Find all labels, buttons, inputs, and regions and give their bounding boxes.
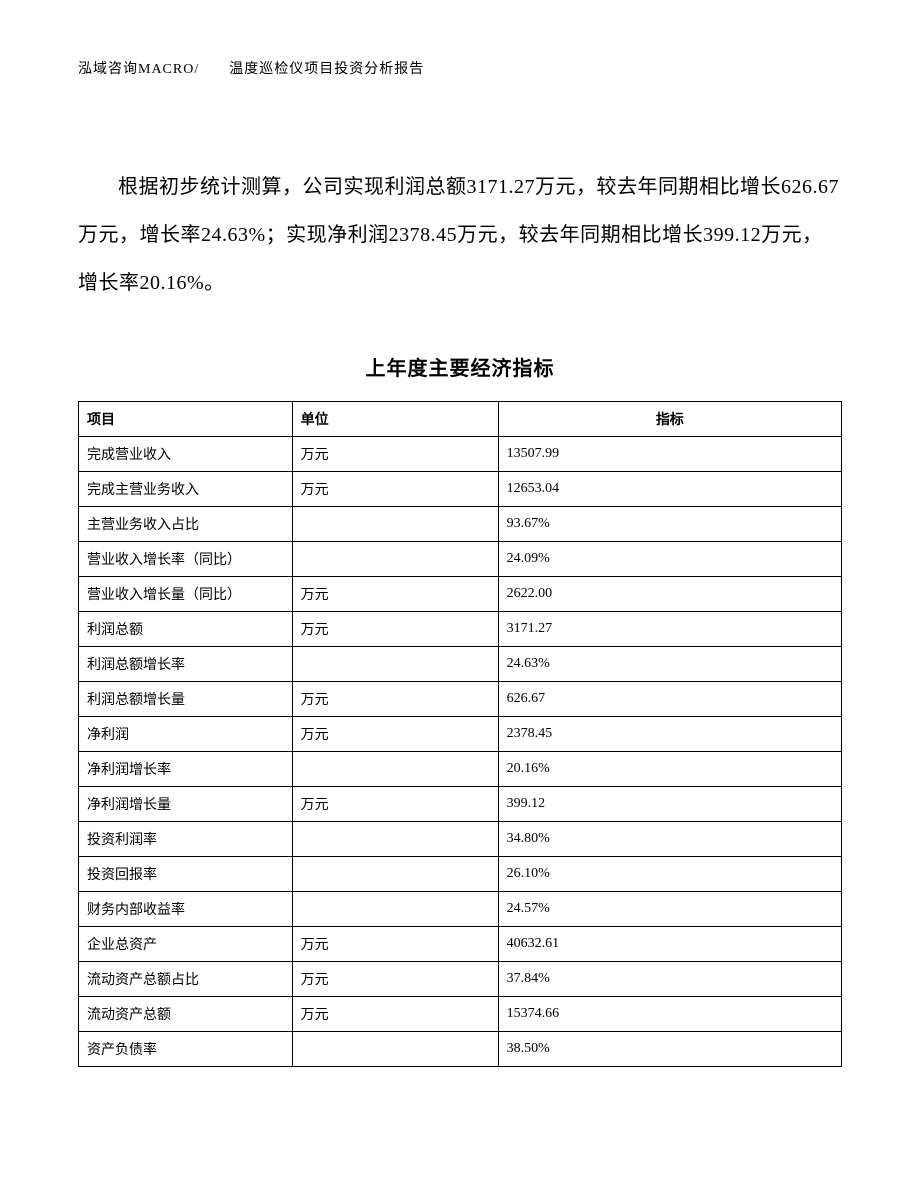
table-cell: 12653.04 xyxy=(498,472,841,507)
table-cell xyxy=(292,1032,498,1067)
table-cell: 万元 xyxy=(292,437,498,472)
table-header-row: 项目 单位 指标 xyxy=(79,402,842,437)
table-cell: 万元 xyxy=(292,962,498,997)
table-cell: 24.09% xyxy=(498,542,841,577)
table-cell xyxy=(292,822,498,857)
table-cell: 万元 xyxy=(292,787,498,822)
table-row: 资产负债率 38.50% xyxy=(79,1032,842,1067)
table-row: 投资回报率 26.10% xyxy=(79,857,842,892)
table-cell: 利润总额增长量 xyxy=(79,682,293,717)
column-header: 指标 xyxy=(498,402,841,437)
table-cell: 投资利润率 xyxy=(79,822,293,857)
table-cell: 利润总额增长率 xyxy=(79,647,293,682)
table-row: 完成营业收入万元13507.99 xyxy=(79,437,842,472)
table-cell: 15374.66 xyxy=(498,997,841,1032)
table-cell: 利润总额 xyxy=(79,612,293,647)
column-header: 单位 xyxy=(292,402,498,437)
table-cell: 财务内部收益率 xyxy=(79,892,293,927)
table-title: 上年度主要经济指标 xyxy=(78,352,842,381)
table-cell: 93.67% xyxy=(498,507,841,542)
table-cell: 营业收入增长率（同比） xyxy=(79,542,293,577)
table-cell: 万元 xyxy=(292,997,498,1032)
table-cell: 40632.61 xyxy=(498,927,841,962)
table-cell xyxy=(292,857,498,892)
table-cell: 3171.27 xyxy=(498,612,841,647)
table-cell: 资产负债率 xyxy=(79,1032,293,1067)
economic-indicators-table: 项目 单位 指标 完成营业收入万元13507.99完成主营业务收入万元12653… xyxy=(78,401,842,1067)
table-cell: 万元 xyxy=(292,577,498,612)
table-row: 净利润万元2378.45 xyxy=(79,717,842,752)
table-cell: 流动资产总额 xyxy=(79,997,293,1032)
table-row: 利润总额增长量万元626.67 xyxy=(79,682,842,717)
table-cell: 流动资产总额占比 xyxy=(79,962,293,997)
table-cell: 626.67 xyxy=(498,682,841,717)
table-row: 利润总额增长率 24.63% xyxy=(79,647,842,682)
table-cell: 24.63% xyxy=(498,647,841,682)
table-cell: 完成营业收入 xyxy=(79,437,293,472)
table-row: 净利润增长量万元399.12 xyxy=(79,787,842,822)
table-cell: 38.50% xyxy=(498,1032,841,1067)
table-row: 营业收入增长量（同比）万元2622.00 xyxy=(79,577,842,612)
table-cell xyxy=(292,752,498,787)
table-cell xyxy=(292,542,498,577)
column-header: 项目 xyxy=(79,402,293,437)
table-cell: 20.16% xyxy=(498,752,841,787)
table-cell: 万元 xyxy=(292,472,498,507)
table-row: 净利润增长率 20.16% xyxy=(79,752,842,787)
table-cell: 37.84% xyxy=(498,962,841,997)
page-header: 泓域咨询MACRO/ 温度巡检仪项目投资分析报告 xyxy=(78,58,842,78)
body-paragraph: 根据初步统计测算，公司实现利润总额3171.27万元，较去年同期相比增长626.… xyxy=(78,163,842,307)
table-cell: 2622.00 xyxy=(498,577,841,612)
table-row: 流动资产总额万元15374.66 xyxy=(79,997,842,1032)
table-cell: 24.57% xyxy=(498,892,841,927)
table-cell: 26.10% xyxy=(498,857,841,892)
table-cell: 完成主营业务收入 xyxy=(79,472,293,507)
table-row: 利润总额万元3171.27 xyxy=(79,612,842,647)
table-cell: 399.12 xyxy=(498,787,841,822)
table-row: 营业收入增长率（同比） 24.09% xyxy=(79,542,842,577)
table-cell: 净利润 xyxy=(79,717,293,752)
table-cell: 万元 xyxy=(292,612,498,647)
table-cell: 2378.45 xyxy=(498,717,841,752)
table-row: 主营业务收入占比 93.67% xyxy=(79,507,842,542)
table-cell: 主营业务收入占比 xyxy=(79,507,293,542)
table-cell: 13507.99 xyxy=(498,437,841,472)
table-cell: 万元 xyxy=(292,717,498,752)
table-cell xyxy=(292,892,498,927)
table-cell: 投资回报率 xyxy=(79,857,293,892)
table-cell: 营业收入增长量（同比） xyxy=(79,577,293,612)
table-cell: 万元 xyxy=(292,927,498,962)
table-cell: 34.80% xyxy=(498,822,841,857)
table-cell xyxy=(292,647,498,682)
table-cell: 企业总资产 xyxy=(79,927,293,962)
table-row: 完成主营业务收入万元12653.04 xyxy=(79,472,842,507)
table-row: 企业总资产万元40632.61 xyxy=(79,927,842,962)
table-cell: 净利润增长量 xyxy=(79,787,293,822)
table-cell: 万元 xyxy=(292,682,498,717)
table-row: 投资利润率 34.80% xyxy=(79,822,842,857)
table-cell: 净利润增长率 xyxy=(79,752,293,787)
table-row: 流动资产总额占比万元37.84% xyxy=(79,962,842,997)
table-row: 财务内部收益率 24.57% xyxy=(79,892,842,927)
table-cell xyxy=(292,507,498,542)
